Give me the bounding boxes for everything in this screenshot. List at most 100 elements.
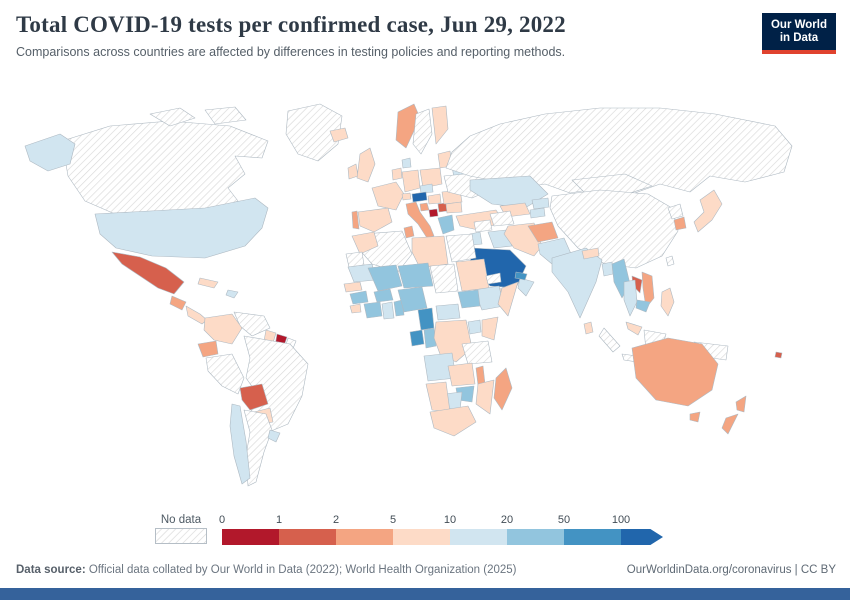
country-north-korea[interactable] (667, 203, 684, 220)
country-iceland[interactable] (329, 127, 349, 143)
country-india[interactable] (551, 247, 603, 319)
country-afghanistan[interactable] (527, 221, 559, 243)
country-norway[interactable] (395, 103, 421, 149)
country-croatia[interactable] (419, 202, 430, 212)
legend-bin-100+[interactable] (621, 529, 663, 545)
owid-logo[interactable]: Our World in Data (761, 13, 836, 54)
country-portugal[interactable] (351, 210, 360, 230)
legend-bin-50-100[interactable] (564, 529, 621, 545)
country-cambodia[interactable] (635, 299, 651, 313)
country-egypt[interactable] (445, 233, 477, 263)
country-finland[interactable] (431, 105, 449, 145)
country-turkmenistan[interactable] (489, 210, 515, 227)
country-uruguay[interactable] (267, 429, 281, 443)
country-libya[interactable] (411, 235, 449, 269)
country-oman[interactable] (517, 277, 535, 297)
legend-bin-20-50[interactable] (507, 529, 564, 545)
country-fiji[interactable] (774, 351, 783, 359)
country-philippines[interactable] (660, 287, 675, 317)
country-namibia[interactable] (425, 381, 451, 413)
country-nepal[interactable] (581, 247, 600, 260)
country-cuba[interactable] (197, 277, 219, 289)
country-gabon[interactable] (409, 329, 425, 347)
country-sierra-leone[interactable] (349, 303, 362, 314)
legend-bin-5-10[interactable] (393, 529, 450, 545)
country-benin[interactable] (393, 299, 405, 317)
country-australia[interactable] (631, 337, 719, 407)
country-democratic-republic-of-congo[interactable] (433, 319, 473, 363)
country-spain[interactable] (357, 207, 393, 233)
country-madagascar[interactable] (493, 367, 513, 411)
legend-no-data-block[interactable]: No data (155, 514, 207, 544)
country-guatemala[interactable] (169, 295, 187, 311)
country-congo[interactable] (423, 327, 437, 349)
country-malawi[interactable] (475, 365, 486, 386)
country-austria[interactable] (411, 191, 428, 203)
country-mozambique[interactable] (475, 379, 495, 415)
country-italy[interactable] (405, 201, 435, 239)
country-united-arab-emirates[interactable] (514, 271, 528, 281)
country-canada[interactable] (61, 120, 269, 219)
country-bolivia[interactable] (239, 383, 269, 411)
country-niger[interactable] (397, 262, 434, 289)
country-ghana[interactable] (381, 301, 395, 320)
country-mali[interactable] (367, 264, 403, 292)
country-mexico[interactable] (111, 251, 185, 295)
country-south-sudan[interactable] (457, 289, 481, 309)
country-tanzania[interactable] (461, 340, 493, 365)
country-bosnia-and-herzegovina[interactable] (428, 208, 439, 218)
country-poland[interactable] (419, 167, 443, 189)
country-serbia[interactable] (437, 202, 448, 213)
owid-link[interactable]: OurWorldinData.org/coronavirus | CC BY (626, 564, 836, 576)
country-france[interactable] (371, 181, 405, 211)
country-switzerland[interactable] (401, 192, 412, 201)
country-uganda[interactable] (467, 319, 482, 335)
country-indonesia[interactable] (598, 327, 621, 353)
country-burkina-faso[interactable] (373, 288, 394, 303)
country-united-states[interactable] (24, 133, 76, 172)
country-canada[interactable] (204, 106, 247, 125)
country-guinea[interactable] (349, 290, 369, 305)
country-thailand[interactable] (623, 279, 638, 317)
country-syria[interactable] (473, 219, 493, 233)
country-new-zealand[interactable] (735, 395, 747, 413)
country-dominican-republic[interactable] (225, 289, 239, 299)
country-cameroon[interactable] (417, 307, 435, 331)
country-sri-lanka[interactable] (583, 321, 594, 335)
legend-bin-0-1[interactable] (222, 529, 279, 545)
country-panama[interactable] (185, 305, 208, 325)
legend-bin-10-20[interactable] (450, 529, 507, 545)
country-sweden[interactable] (412, 108, 433, 155)
country-somalia[interactable] (497, 281, 519, 317)
country-greenland[interactable] (285, 103, 343, 162)
country-morocco[interactable] (351, 231, 379, 255)
legend-no-data-swatch[interactable] (155, 528, 207, 544)
country-greece[interactable] (437, 214, 455, 235)
country-tajikistan[interactable] (529, 207, 546, 219)
country-taiwan[interactable] (665, 255, 675, 267)
country-chad[interactable] (429, 263, 459, 294)
country-china[interactable] (549, 189, 679, 269)
country-tunisia[interactable] (403, 225, 415, 239)
country-zambia[interactable] (447, 362, 476, 387)
country-south-korea[interactable] (673, 216, 687, 231)
country-ecuador[interactable] (197, 340, 219, 358)
country-vietnam[interactable] (641, 271, 655, 309)
country-ireland[interactable] (347, 163, 359, 180)
country-canada[interactable] (149, 107, 196, 127)
country-netherlands[interactable] (391, 167, 403, 181)
country-denmark[interactable] (401, 157, 412, 169)
country-argentina[interactable] (243, 409, 273, 487)
country-chile[interactable] (229, 403, 251, 485)
country-czechia[interactable] (419, 183, 434, 194)
country-germany[interactable] (401, 169, 421, 193)
country-south-africa[interactable] (429, 405, 477, 437)
country-united-states[interactable] (94, 197, 269, 259)
country-peru[interactable] (205, 353, 245, 395)
country-australia[interactable] (689, 411, 701, 423)
country-united-kingdom[interactable] (356, 147, 376, 183)
country-cote-divoire[interactable] (363, 301, 383, 319)
country-kyrgyzstan[interactable] (531, 197, 550, 210)
country-eritrea[interactable] (485, 272, 502, 285)
legend-bin-1-2[interactable] (279, 529, 336, 545)
